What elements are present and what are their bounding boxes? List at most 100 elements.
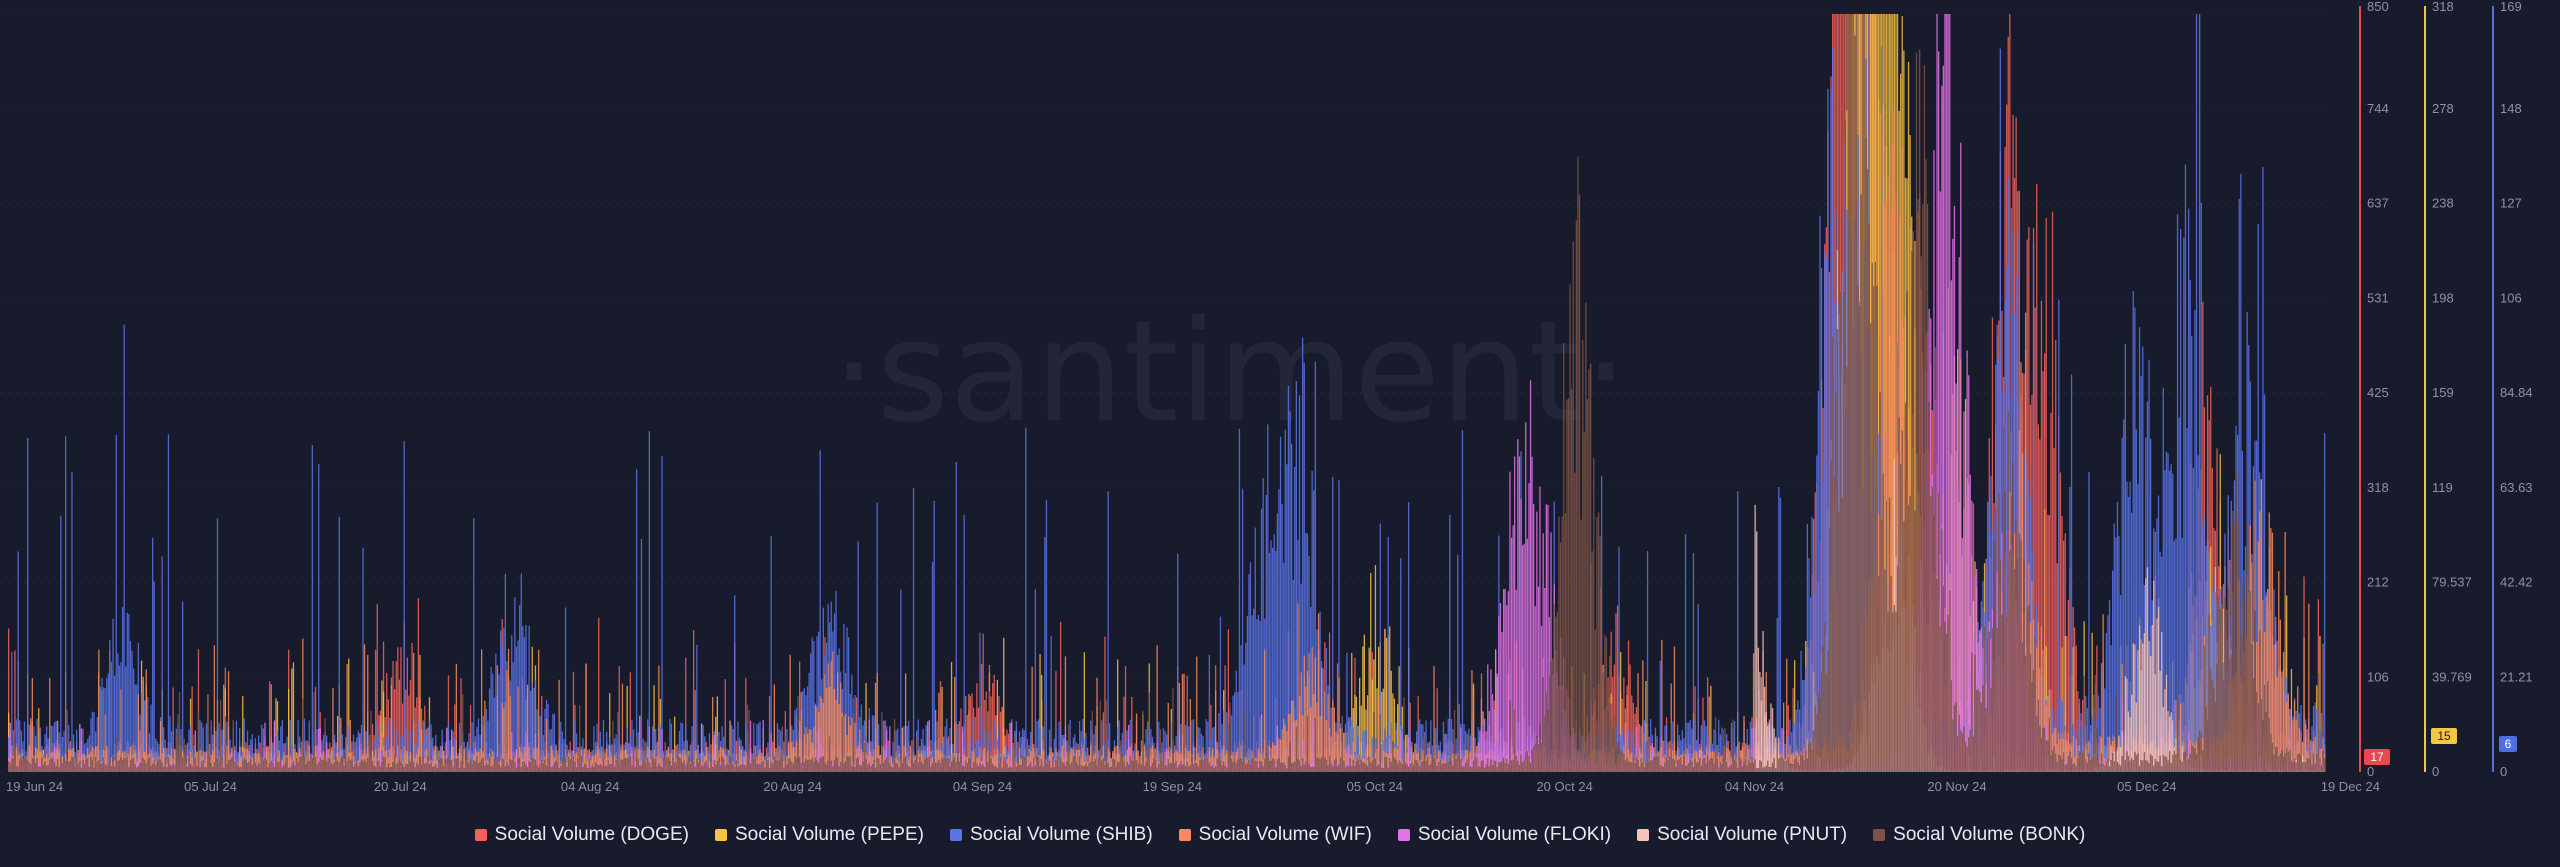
- bar: [101, 677, 103, 772]
- bar: [1332, 476, 1334, 772]
- bar: [2238, 198, 2240, 773]
- bar: [593, 755, 595, 772]
- bar: [379, 716, 382, 772]
- bar: [1881, 46, 1883, 772]
- bar: [993, 721, 995, 772]
- bar: [1221, 724, 1223, 772]
- bar: [88, 735, 90, 772]
- bar: [740, 749, 742, 772]
- bar: [401, 736, 404, 772]
- bar: [2045, 218, 2047, 772]
- bar: [1385, 637, 1388, 772]
- bar: [148, 733, 151, 772]
- bar: [511, 635, 513, 772]
- bar: [314, 686, 317, 772]
- bar: [2074, 627, 2076, 772]
- bar: [574, 718, 576, 772]
- bar: [2195, 14, 2198, 772]
- bar: [1654, 727, 1657, 772]
- bar: [1265, 494, 1267, 772]
- bar: [835, 591, 837, 772]
- bar: [2091, 632, 2093, 772]
- bar: [392, 661, 394, 772]
- bar: [1257, 614, 1260, 772]
- bar: [389, 748, 391, 772]
- bar: [977, 707, 979, 772]
- bar: [552, 750, 554, 772]
- bar: [1721, 727, 1723, 772]
- bar: [759, 721, 761, 772]
- bar: [882, 720, 885, 772]
- bar: [227, 671, 230, 772]
- bar: [2131, 512, 2133, 772]
- bar: [596, 745, 598, 772]
- bar: [1645, 741, 1647, 772]
- bar: [808, 672, 810, 772]
- bar: [123, 324, 125, 772]
- bar: [1249, 562, 1252, 772]
- bar: [292, 662, 295, 772]
- bar: [756, 724, 758, 772]
- bar: [1363, 634, 1365, 772]
- bar: [1450, 719, 1453, 772]
- bar: [2086, 707, 2088, 772]
- bar: [270, 684, 272, 772]
- bar: [318, 464, 320, 772]
- bar: [1118, 720, 1120, 772]
- bar: [1806, 524, 1808, 772]
- bar: [1104, 636, 1106, 772]
- bar: [2037, 424, 2039, 772]
- bar: [917, 719, 919, 772]
- bar: [1082, 719, 1084, 772]
- bar: [1210, 704, 1212, 772]
- bar: [1129, 719, 1131, 772]
- bar: [1292, 580, 1294, 772]
- bar: [392, 746, 394, 772]
- bar: [1336, 663, 1339, 772]
- bar: [693, 630, 695, 772]
- bar: [76, 729, 78, 772]
- bar: [311, 445, 313, 772]
- bar: [1366, 695, 1369, 772]
- bar: [901, 727, 904, 772]
- bar: [1665, 725, 1668, 772]
- bar: [794, 710, 796, 772]
- bar: [357, 730, 359, 772]
- bar: [403, 745, 405, 772]
- bar: [2178, 417, 2180, 772]
- bar: [2055, 340, 2057, 772]
- bar: [745, 722, 747, 772]
- bar: [931, 562, 934, 772]
- bar: [2252, 466, 2255, 772]
- bar: [759, 749, 761, 772]
- bar: [1259, 620, 1261, 772]
- bar: [1107, 491, 1109, 772]
- bar: [647, 719, 649, 772]
- bar: [482, 715, 484, 772]
- bar: [982, 633, 984, 772]
- bar: [715, 748, 717, 772]
- bar: [1419, 719, 1421, 772]
- bar: [363, 644, 366, 772]
- bar: [1688, 722, 1690, 772]
- bar: [1634, 713, 1636, 772]
- bar: [1455, 738, 1457, 772]
- bar: [191, 757, 193, 772]
- bar: [2159, 551, 2161, 772]
- bar: [1069, 719, 1071, 772]
- bar: [2058, 299, 2060, 772]
- bar: [458, 748, 461, 772]
- bar: [248, 751, 250, 772]
- bar: [60, 515, 62, 772]
- bar: [1191, 720, 1193, 772]
- bar: [753, 722, 755, 772]
- bar: [2200, 202, 2202, 773]
- bar: [2263, 394, 2266, 772]
- bar: [960, 708, 962, 772]
- bar: [966, 715, 968, 772]
- bar: [360, 724, 363, 772]
- bar: [859, 729, 861, 772]
- bar: [601, 746, 603, 772]
- bar: [958, 729, 961, 772]
- bar: [729, 721, 731, 772]
